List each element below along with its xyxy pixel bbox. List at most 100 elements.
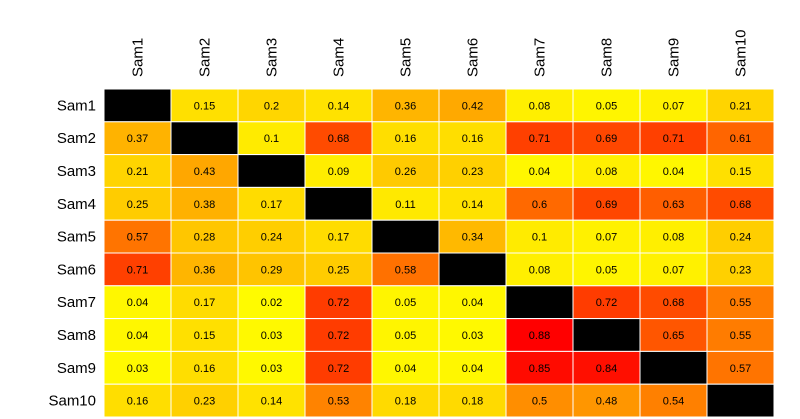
heatmap-cell: [103, 88, 172, 123]
heatmap-cell: [505, 88, 574, 123]
cell-value-label: 0.25: [328, 264, 349, 276]
heatmap-cell: [371, 285, 440, 320]
heatmap-cell: [237, 383, 306, 418]
cell-value-label: 0.25: [127, 199, 148, 211]
heatmap-cell: [103, 121, 172, 156]
heatmap-cell: [170, 121, 239, 156]
cell-value-label: 0.14: [261, 396, 282, 408]
heatmap-cell: [505, 252, 574, 287]
cell-value-label: 0.72: [328, 330, 349, 342]
heatmap-cell: [572, 219, 641, 254]
cell-value-label: 0.04: [529, 166, 550, 178]
cell-value-label: 0.05: [395, 297, 416, 309]
heatmap-cell: [103, 285, 172, 320]
column-label-sam2: Sam2: [197, 38, 214, 77]
heatmap-cell: [170, 350, 239, 385]
heatmap-cell: [505, 383, 574, 418]
row-label-sam4: Sam4: [57, 196, 96, 213]
cell-value-label: 0.34: [462, 232, 483, 244]
cell-value-label: 0.18: [462, 396, 483, 408]
cell-value-label: 0.88: [529, 330, 550, 342]
cell-value-label: 0.55: [730, 297, 751, 309]
column-label-sam7: Sam7: [532, 38, 549, 77]
cell-value-label: 0.5: [532, 396, 547, 408]
heatmap-cell: [505, 350, 574, 385]
heatmap-cell: [438, 383, 507, 418]
row-label-sam1: Sam1: [57, 97, 96, 114]
cell-value-label: 0.18: [395, 396, 416, 408]
heatmap-cell: [572, 318, 641, 352]
heatmap-cell: [706, 383, 775, 418]
heatmap-cell: [371, 219, 440, 254]
cell-value-label: 0.02: [261, 297, 282, 309]
cell-value-label: 0.57: [730, 363, 751, 375]
heatmap-cell: [170, 186, 239, 221]
cell-value-label: 0.55: [730, 330, 751, 342]
heatmap-cell: [170, 285, 239, 320]
cell-value-label: 0.24: [261, 232, 282, 244]
cell-value-label: 0.23: [730, 264, 751, 276]
column-label-sam8: Sam8: [599, 38, 616, 77]
heatmap-cell: [304, 121, 373, 156]
cell-value-label: 0.03: [261, 363, 282, 375]
cell-value-label: 0.65: [663, 330, 684, 342]
heatmap-cell: [639, 88, 708, 123]
cell-value-label: 0.21: [127, 166, 148, 178]
heatmap-cell: [438, 154, 507, 188]
cell-value-label: 0.16: [462, 133, 483, 145]
heatmap-cells: 0.15 0.2 0.14 0.36 0.42 0.08 0.05 0.07 0.21 0.37 0…: [103, 88, 775, 418]
cell-value-label: 0.85: [529, 363, 550, 375]
heatmap-cell: [237, 350, 306, 385]
heatmap-cell: [103, 350, 172, 385]
cell-value-label: 0.03: [261, 330, 282, 342]
cell-value-label: 0.54: [663, 396, 684, 408]
column-label-sam1: Sam1: [130, 38, 147, 77]
cell-value-label: 0.04: [395, 363, 416, 375]
heatmap-cell: [237, 154, 306, 188]
heatmap-cell: [706, 318, 775, 352]
heatmap-cell: [237, 318, 306, 352]
heatmap-cell: [639, 252, 708, 287]
cell-value-label: 0.04: [663, 166, 684, 178]
row-label-sam7: Sam7: [57, 294, 96, 311]
row-labels: Sam1 Sam2 Sam3 Sam4 Sam5 Sam6 Sam7 Sam8 Sam9 Sam1…: [48, 97, 96, 409]
cell-value-label: 0.17: [328, 232, 349, 244]
cell-value-label: 0.07: [663, 100, 684, 112]
heatmap-cell: [371, 186, 440, 221]
row-label-sam9: Sam9: [57, 360, 96, 377]
cell-value-label: 0.28: [194, 232, 215, 244]
heatmap-cell: [304, 186, 373, 221]
cell-value-label: 0.29: [261, 264, 282, 276]
row-label-sam5: Sam5: [57, 229, 96, 246]
cell-value-label: 0.17: [261, 199, 282, 211]
cell-value-label: 0.36: [194, 264, 215, 276]
heatmap-cell: [237, 88, 306, 123]
cell-value-label: 0.48: [596, 396, 617, 408]
cell-value-label: 0.63: [663, 199, 684, 211]
cell-value-label: 0.11: [395, 199, 416, 211]
heatmap-cell: [572, 285, 641, 320]
heatmap-cell: [170, 88, 239, 123]
cell-value-label: 0.72: [596, 297, 617, 309]
heatmap-cell: [237, 252, 306, 287]
heatmap-cell: [706, 252, 775, 287]
heatmap-cell: [103, 186, 172, 221]
cell-value-label: 0.69: [596, 133, 617, 145]
row-label-sam2: Sam2: [57, 130, 96, 147]
heatmap-cell: [103, 383, 172, 418]
heatmap-cell: [505, 219, 574, 254]
cell-value-label: 0.1: [532, 232, 547, 244]
cell-value-label: 0.72: [328, 363, 349, 375]
cell-value-label: 0.08: [529, 264, 550, 276]
column-label-sam5: Sam5: [398, 38, 415, 77]
row-label-sam8: Sam8: [57, 327, 96, 344]
heatmap-cell: [304, 219, 373, 254]
heatmap-cell: [170, 383, 239, 418]
heatmap-cell: [371, 350, 440, 385]
cell-value-label: 0.05: [596, 264, 617, 276]
heatmap-cell: [304, 383, 373, 418]
heatmap-cell: [572, 383, 641, 418]
heatmap-cell: [505, 318, 574, 352]
cell-value-label: 0.05: [596, 100, 617, 112]
